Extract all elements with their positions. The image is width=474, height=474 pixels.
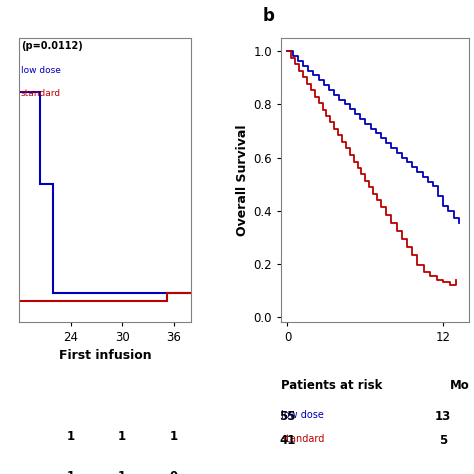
Text: low dose: low dose (281, 410, 324, 420)
Text: 1: 1 (118, 430, 126, 443)
Text: 0: 0 (170, 470, 178, 474)
Text: 1: 1 (66, 470, 74, 474)
Text: Patients at risk: Patients at risk (281, 379, 383, 392)
Text: 1: 1 (66, 430, 74, 443)
Text: 5: 5 (439, 434, 447, 447)
Text: standard: standard (21, 89, 61, 98)
Text: low dose: low dose (21, 66, 61, 75)
Text: 13: 13 (435, 410, 451, 423)
Text: 55: 55 (279, 410, 296, 423)
Y-axis label: Overall Survival: Overall Survival (236, 124, 249, 236)
Text: 1: 1 (118, 470, 126, 474)
Text: b: b (263, 7, 275, 25)
X-axis label: First infusion: First infusion (59, 348, 151, 362)
Text: 1: 1 (170, 430, 178, 443)
Text: Mo: Mo (450, 379, 470, 392)
Text: (p=0.0112): (p=0.0112) (21, 41, 82, 51)
Text: 41: 41 (279, 434, 296, 447)
Text: standard: standard (281, 434, 324, 444)
